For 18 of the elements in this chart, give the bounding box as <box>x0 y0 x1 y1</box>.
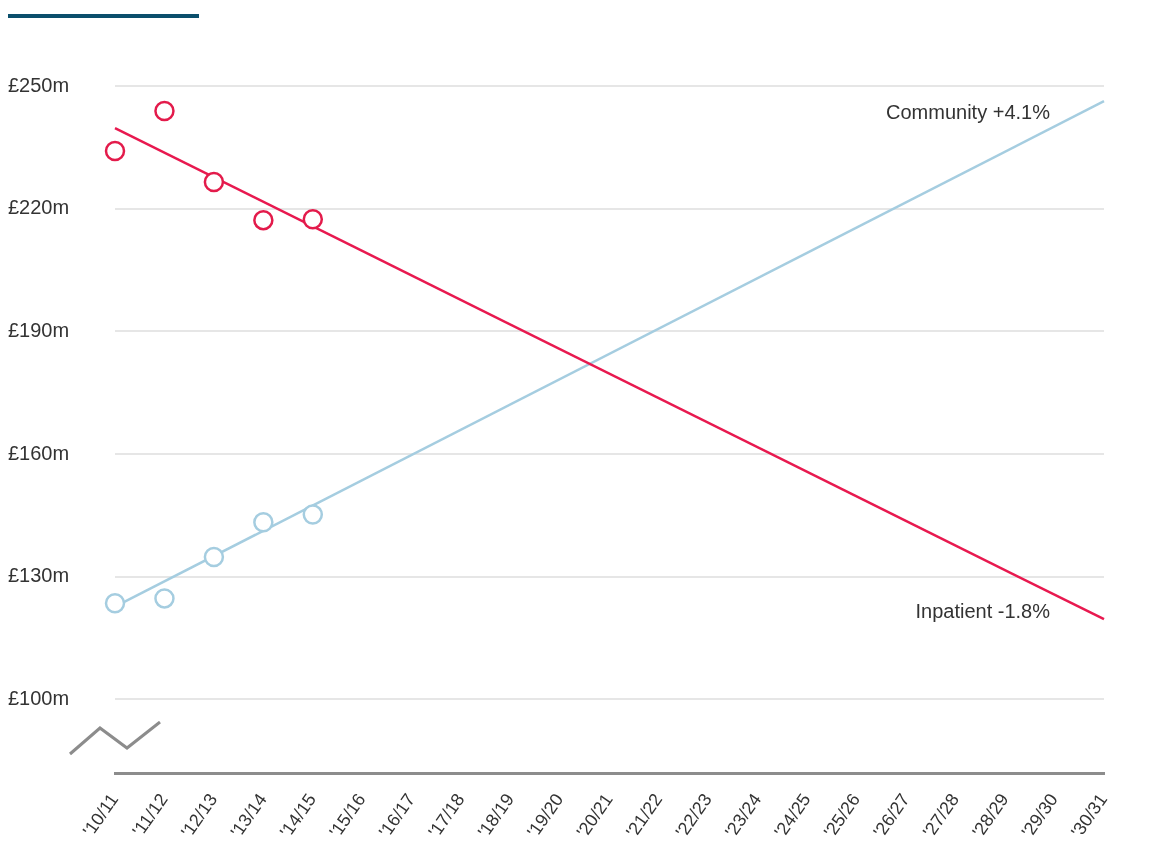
y-tick-label: £190m <box>8 318 70 341</box>
point <box>253 209 274 231</box>
series-label: Inpatient -1.8% <box>915 599 1051 622</box>
point <box>203 546 225 568</box>
y-tick-label: £100m <box>8 686 70 709</box>
y-tick-label: £220m <box>8 196 70 219</box>
point <box>154 100 175 122</box>
point <box>302 209 324 230</box>
point <box>154 588 175 609</box>
point <box>104 140 126 162</box>
point <box>302 504 324 525</box>
y-tick-label: £160m <box>8 441 70 464</box>
point <box>203 171 225 193</box>
point <box>104 593 126 614</box>
y-tick-label: £250m <box>8 73 70 96</box>
y-tick-label: £130m <box>8 564 70 587</box>
series-label: Community +4.1% <box>886 100 1051 123</box>
point <box>253 512 274 533</box>
